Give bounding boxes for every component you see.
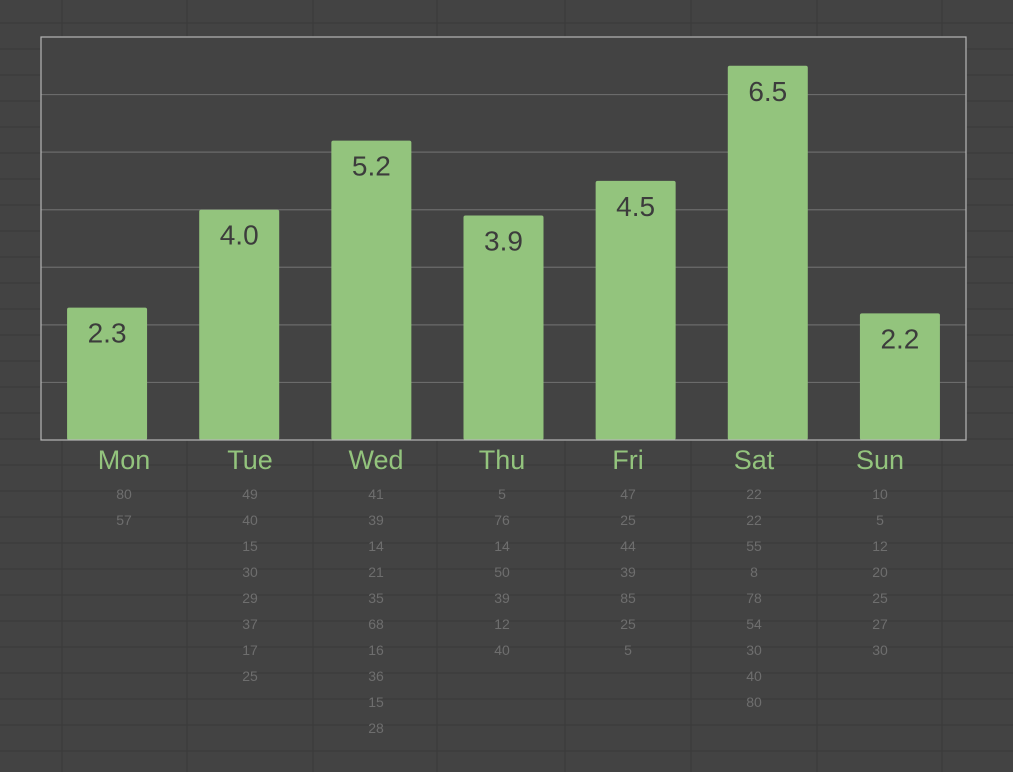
bar-thu[interactable] bbox=[463, 215, 544, 440]
sheet-cell[interactable]: 76 bbox=[494, 512, 510, 528]
sheet-cell[interactable]: 22 bbox=[746, 512, 762, 528]
data-label-wed: 5.2 bbox=[352, 151, 391, 182]
bar-sat[interactable] bbox=[727, 65, 808, 441]
sheet-cell[interactable]: 14 bbox=[368, 538, 384, 554]
sheet-cell[interactable]: 36 bbox=[368, 668, 384, 684]
sheet-cell[interactable]: 40 bbox=[242, 512, 258, 528]
bar-sun[interactable] bbox=[859, 313, 940, 440]
bar-tue[interactable] bbox=[199, 209, 280, 440]
sheet-cell[interactable]: 39 bbox=[494, 590, 510, 606]
sheet-cell[interactable]: 30 bbox=[242, 564, 258, 580]
sheet-cell[interactable]: 49 bbox=[242, 486, 258, 502]
sheet-cell[interactable]: 16 bbox=[368, 642, 384, 658]
sheet-cell[interactable]: 25 bbox=[242, 668, 258, 684]
sheet-cell[interactable]: 78 bbox=[746, 590, 762, 606]
sheet-cell[interactable]: 39 bbox=[620, 564, 636, 580]
sheet-cell[interactable]: 40 bbox=[746, 668, 762, 684]
sheet-cell[interactable]: 35 bbox=[368, 590, 384, 606]
sheet-cell[interactable]: 40 bbox=[494, 642, 510, 658]
x-tick-label-wed: Wed bbox=[348, 445, 404, 475]
sheet-cell[interactable]: 41 bbox=[368, 486, 384, 502]
sheet-cell[interactable]: 39 bbox=[368, 512, 384, 528]
sheet-cell[interactable]: 55 bbox=[746, 538, 762, 554]
sheet-cell[interactable]: 12 bbox=[872, 538, 888, 554]
sheet-cell[interactable]: 85 bbox=[620, 590, 636, 606]
sheet-cell[interactable]: 50 bbox=[494, 564, 510, 580]
sheet-cell[interactable]: 54 bbox=[746, 616, 762, 632]
data-label-sun: 2.2 bbox=[880, 323, 919, 354]
data-label-mon: 2.3 bbox=[88, 318, 127, 349]
sheet-cell[interactable]: 22 bbox=[746, 486, 762, 502]
bar-mon[interactable] bbox=[67, 307, 148, 440]
sheet-cell[interactable]: 30 bbox=[872, 642, 888, 658]
sheet-cell[interactable]: 37 bbox=[242, 616, 258, 632]
sheet-cell[interactable]: 25 bbox=[620, 512, 636, 528]
sheet-cell[interactable]: 30 bbox=[746, 642, 762, 658]
sheet-cell[interactable]: 5 bbox=[498, 486, 506, 502]
sheet-cell[interactable]: 8 bbox=[750, 564, 758, 580]
sheet-cell[interactable]: 80 bbox=[746, 694, 762, 710]
sheet-cell[interactable]: 14 bbox=[494, 538, 510, 554]
chart-border bbox=[40, 36, 967, 441]
data-label-tue: 4.0 bbox=[220, 220, 259, 251]
sheet-cell[interactable]: 5 bbox=[876, 512, 884, 528]
data-label-fri: 4.5 bbox=[616, 191, 655, 222]
data-label-sat: 6.5 bbox=[748, 76, 787, 107]
sheet-cell[interactable]: 57 bbox=[116, 512, 132, 528]
sheet-cell[interactable]: 29 bbox=[242, 590, 258, 606]
sheet-cell[interactable]: 20 bbox=[872, 564, 888, 580]
sheet-cell[interactable]: 44 bbox=[620, 538, 636, 554]
sheet-cell[interactable]: 15 bbox=[368, 694, 384, 710]
x-tick-label-tue: Tue bbox=[227, 445, 273, 475]
sheet-cell[interactable]: 27 bbox=[872, 616, 888, 632]
sheet-cell[interactable]: 25 bbox=[872, 590, 888, 606]
sheet-cell[interactable]: 21 bbox=[368, 564, 384, 580]
sheet-cell[interactable]: 25 bbox=[620, 616, 636, 632]
sheet-cell[interactable]: 10 bbox=[872, 486, 888, 502]
x-tick-label-fri: Fri bbox=[612, 445, 644, 475]
sheet-cell[interactable]: 80 bbox=[116, 486, 132, 502]
data-label-thu: 3.9 bbox=[484, 225, 523, 256]
x-tick-label-mon: Mon bbox=[97, 445, 151, 475]
x-tick-label-sat: Sat bbox=[733, 445, 775, 475]
x-tick-label-sun: Sun bbox=[855, 445, 905, 475]
sheet-cell[interactable]: 68 bbox=[368, 616, 384, 632]
bar-fri[interactable] bbox=[595, 180, 676, 440]
x-tick-label-thu: Thu bbox=[478, 445, 526, 475]
sheet-cell[interactable]: 12 bbox=[494, 616, 510, 632]
sheet-cell[interactable]: 17 bbox=[242, 642, 258, 658]
sheet-cell[interactable]: 5 bbox=[624, 642, 632, 658]
sheet-cell[interactable]: 47 bbox=[620, 486, 636, 502]
bar-wed[interactable] bbox=[331, 140, 412, 440]
sheet-cell[interactable]: 28 bbox=[368, 720, 384, 736]
sheet-cell[interactable]: 15 bbox=[242, 538, 258, 554]
